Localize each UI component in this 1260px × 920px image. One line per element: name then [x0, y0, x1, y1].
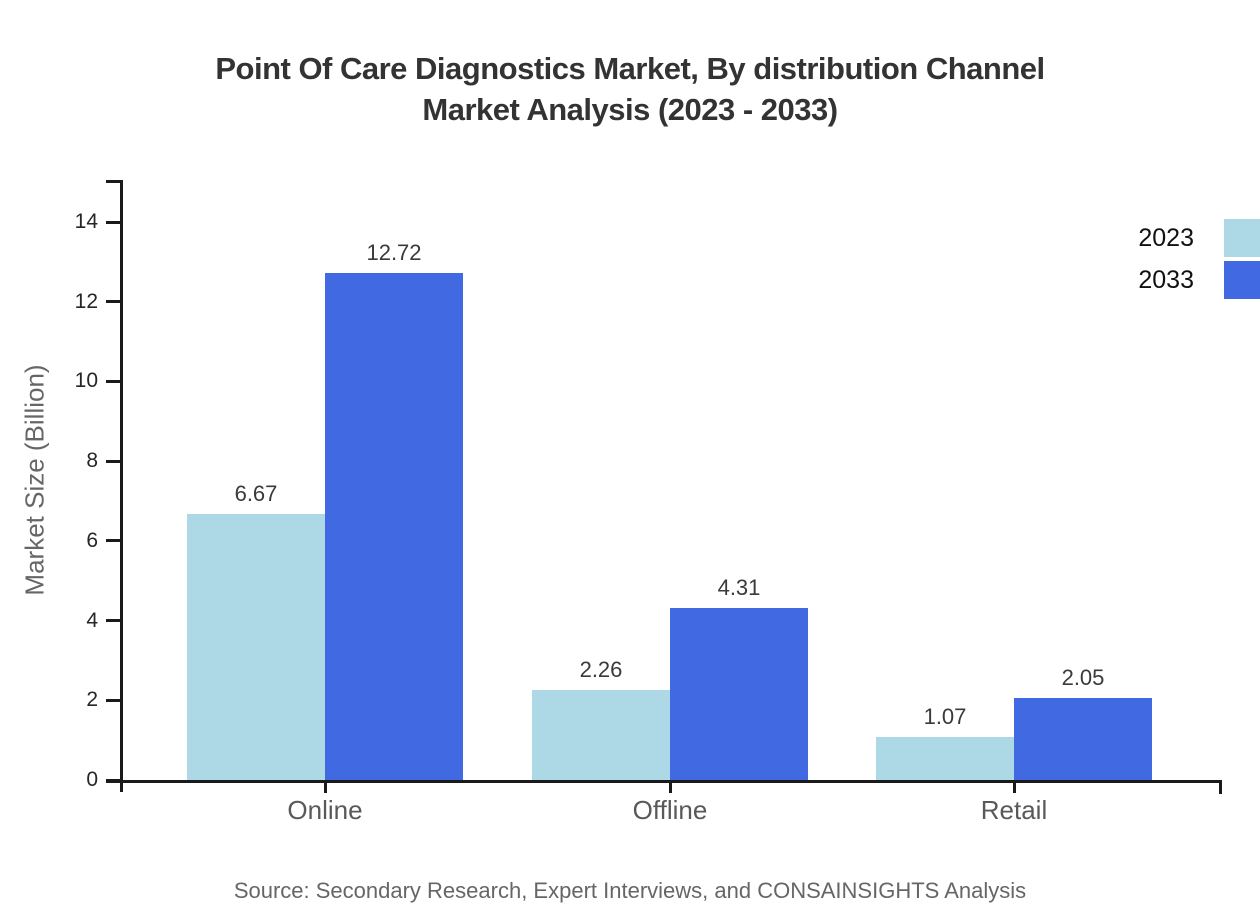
- x-tick: [323, 780, 327, 793]
- bar-2033-retail: [1014, 698, 1152, 780]
- y-tick-label: 2: [86, 688, 98, 712]
- x-axis-spine: [106, 780, 1222, 783]
- chart-title: Point Of Care Diagnostics Market, By dis…: [0, 48, 1260, 130]
- chart-title-line1: Point Of Care Diagnostics Market, By dis…: [215, 51, 1045, 86]
- y-tick-label: 14: [74, 210, 98, 233]
- x-tick: [1012, 780, 1016, 793]
- y-tick: [106, 698, 120, 702]
- bar-value-label: 1.07: [923, 704, 967, 730]
- bar-value-label: 6.67: [234, 481, 278, 507]
- y-tick: [106, 379, 120, 383]
- x-tick-label-online: Online: [287, 795, 363, 825]
- bar-2033-online: [325, 273, 463, 780]
- y-tick-label: 4: [86, 608, 98, 632]
- y-tick-label: 12: [74, 289, 98, 313]
- bar-2033-offline: [670, 608, 808, 780]
- y-tick: [106, 539, 120, 543]
- y-tick-label: 8: [86, 449, 98, 473]
- x-tick-label-offline: Offline: [632, 795, 708, 825]
- legend-item-2033: 2033: [1138, 261, 1260, 299]
- y-tick: [106, 619, 120, 623]
- legend-item-2023: 2023: [1138, 219, 1260, 257]
- y-tick-label: 0: [86, 768, 98, 791]
- legend-swatch-2023: [1224, 219, 1260, 257]
- y-tick-label: 6: [86, 528, 98, 552]
- y-axis-title: Market Size (Billion): [19, 364, 50, 596]
- y-tick: [106, 300, 120, 304]
- y-tick: [106, 778, 120, 782]
- chart-title-line2: Market Analysis (2023 - 2033): [422, 92, 838, 127]
- x-tick-label-retail: Retail: [980, 795, 1048, 825]
- x-axis-end-tick: [1219, 780, 1222, 794]
- legend-label-2033: 2033: [1138, 266, 1194, 294]
- source-note: Source: Secondary Research, Expert Inter…: [233, 878, 1027, 903]
- legend: 2023 2033: [1138, 219, 1260, 299]
- bar-value-label: 2.05: [1061, 665, 1105, 691]
- y-tick: [106, 220, 120, 224]
- x-tick: [668, 780, 672, 793]
- bar-2023-retail: [876, 737, 1014, 780]
- y-tick-label: 10: [74, 369, 98, 393]
- legend-label-2023: 2023: [1138, 224, 1194, 252]
- bar-value-label: 2.26: [579, 656, 623, 682]
- y-axis-spine: [120, 180, 123, 792]
- bar-2023-offline: [532, 689, 670, 780]
- legend-swatch-2033: [1224, 261, 1260, 299]
- bar-value-label: 4.31: [717, 575, 761, 601]
- y-axis-end-tick: [106, 180, 120, 183]
- bar-2023-online: [187, 514, 325, 780]
- y-tick: [106, 459, 120, 463]
- bar-value-label: 12.72: [366, 240, 422, 266]
